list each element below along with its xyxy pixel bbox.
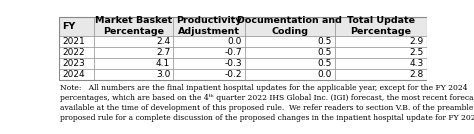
Text: 2021: 2021 [62, 37, 85, 46]
Bar [94, 36, 173, 47]
Bar [94, 69, 173, 80]
Text: 2.7: 2.7 [156, 48, 170, 57]
Bar [59, 47, 94, 58]
Bar [94, 17, 173, 36]
Bar [94, 58, 173, 69]
Bar [59, 17, 94, 36]
Text: 0.5: 0.5 [318, 37, 332, 46]
Text: 0.5: 0.5 [318, 48, 332, 57]
Text: Productivity
Adjustment: Productivity Adjustment [176, 16, 242, 36]
Text: FY: FY [62, 22, 75, 31]
Bar [245, 69, 335, 80]
Bar [173, 69, 245, 80]
Text: 2.5: 2.5 [410, 48, 424, 57]
Text: 2.9: 2.9 [410, 37, 424, 46]
Bar [173, 58, 245, 69]
Text: -0.2: -0.2 [224, 70, 242, 79]
Text: -0.3: -0.3 [224, 59, 242, 68]
Bar [245, 36, 335, 47]
Text: 0.0: 0.0 [228, 37, 242, 46]
Text: 4.3: 4.3 [410, 59, 424, 68]
Bar [94, 47, 173, 58]
Text: Total Update
Percentage: Total Update Percentage [346, 16, 415, 36]
Bar [59, 36, 94, 47]
Text: 4.1: 4.1 [156, 59, 170, 68]
Bar [335, 17, 427, 36]
Text: 2.8: 2.8 [410, 70, 424, 79]
Bar [335, 47, 427, 58]
Bar [335, 58, 427, 69]
Text: 2024: 2024 [62, 70, 85, 79]
Bar [173, 17, 245, 36]
Text: Documentation and
Coding: Documentation and Coding [237, 16, 342, 36]
Bar [245, 17, 335, 36]
Bar [59, 58, 94, 69]
Bar [335, 69, 427, 80]
Bar [245, 47, 335, 58]
Bar [173, 47, 245, 58]
Text: 2.4: 2.4 [156, 37, 170, 46]
Text: 0.5: 0.5 [318, 59, 332, 68]
Bar [335, 36, 427, 47]
Bar [59, 17, 427, 80]
Text: Market Basket
Percentage: Market Basket Percentage [95, 16, 172, 36]
Text: Note:   All numbers are the final inpatient hospital updates for the applicable : Note: All numbers are the final inpatien… [60, 84, 474, 122]
Text: 2023: 2023 [62, 59, 85, 68]
Text: 0.0: 0.0 [318, 70, 332, 79]
Text: -0.7: -0.7 [224, 48, 242, 57]
Text: 2022: 2022 [62, 48, 85, 57]
Bar [59, 69, 94, 80]
Bar [245, 58, 335, 69]
Bar [173, 36, 245, 47]
Text: 3.0: 3.0 [156, 70, 170, 79]
